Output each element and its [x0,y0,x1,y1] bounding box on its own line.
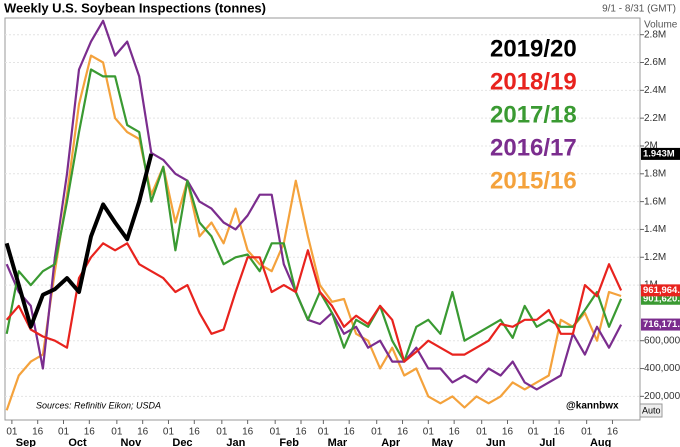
x-tick-label: 16 [189,427,201,438]
y-axis-label: Volume [644,20,678,31]
x-tick-label: 16 [554,427,566,438]
y-tick-label: 600,000 [644,335,680,346]
x-tick-label: 16 [607,427,619,438]
legend-label: 2015/16 [490,167,577,194]
legend-label: 2018/19 [490,68,577,95]
series-line [5,242,623,363]
month-label: Mar [328,437,348,447]
month-label: Feb [279,437,299,447]
x-tick-label: 16 [295,427,307,438]
x-tick-label: 01 [6,427,18,438]
series-line [4,153,154,329]
x-tick-label: 16 [344,427,356,438]
credit: @kannbwx [566,401,619,412]
y-tick-label: 2.4M [644,85,666,96]
x-tick-label: 01 [581,427,593,438]
last-value-label: 1.943M [643,148,675,159]
x-tick-label: 16 [84,427,96,438]
last-value-box [641,318,680,331]
y-tick-label: 2M [644,141,658,152]
series-line [5,54,622,411]
chart-subtitle: 9/1 - 8/31 (GMT) [602,4,676,15]
month-label: Sep [16,437,36,447]
month-label: Dec [172,437,192,447]
y-tick-label: 1.4M [644,224,666,235]
x-tick-label: 01 [371,427,383,438]
month-label: Aug [590,437,611,447]
y-tick-label: 1.2M [644,252,666,263]
auto-button-label[interactable]: Auto [642,405,661,415]
y-tick-label: 2.6M [644,57,666,68]
x-tick-label: 01 [216,427,228,438]
legend-label: 2019/20 [490,35,577,62]
x-tick-label: 16 [32,427,44,438]
last-value-box [641,147,680,160]
month-label: Jun [486,437,506,447]
x-tick-label: 01 [476,427,488,438]
last-value-box [641,284,680,297]
y-tick-label: 2.2M [644,113,666,124]
y-tick-label: 200,000 [644,391,680,402]
last-value-label: 901,620.0 [643,293,680,304]
x-tick-label: 16 [449,427,461,438]
month-label: Nov [120,437,142,447]
chart-title: Weekly U.S. Soybean Inspections (tonnes) [4,0,266,15]
month-label: Jul [539,437,555,447]
y-tick-label: 2.8M [644,29,666,40]
x-tick-label: 16 [397,427,409,438]
month-label: Oct [68,437,87,447]
month-label: May [432,437,454,447]
x-tick-label: 16 [242,427,254,438]
month-label: Jan [226,437,245,447]
month-label: Apr [381,437,401,447]
x-tick-label: 01 [423,427,435,438]
last-value-label: 716,171.0 [643,319,680,330]
x-tick-label: 01 [270,427,282,438]
legend-label: 2017/18 [490,101,577,128]
series-line [5,19,623,391]
y-tick-label: 1.8M [644,168,666,179]
series-line [5,68,623,363]
x-tick-label: 01 [528,427,540,438]
x-tick-label: 16 [502,427,514,438]
y-tick-label: 1.6M [644,196,666,207]
y-tick-label: 400,000 [644,363,680,374]
source-note: Sources: Refinitiv Eikon; USDA [36,400,161,410]
legend-label: 2016/17 [490,134,577,161]
auto-button[interactable] [639,403,663,418]
x-tick-label: 01 [111,427,123,438]
x-tick-label: 01 [58,427,70,438]
x-tick-label: 01 [163,427,175,438]
x-tick-label: 01 [318,427,330,438]
plot-frame [4,17,641,421]
x-tick-label: 16 [137,427,149,438]
last-value-label: 961,964.0 [643,285,680,296]
